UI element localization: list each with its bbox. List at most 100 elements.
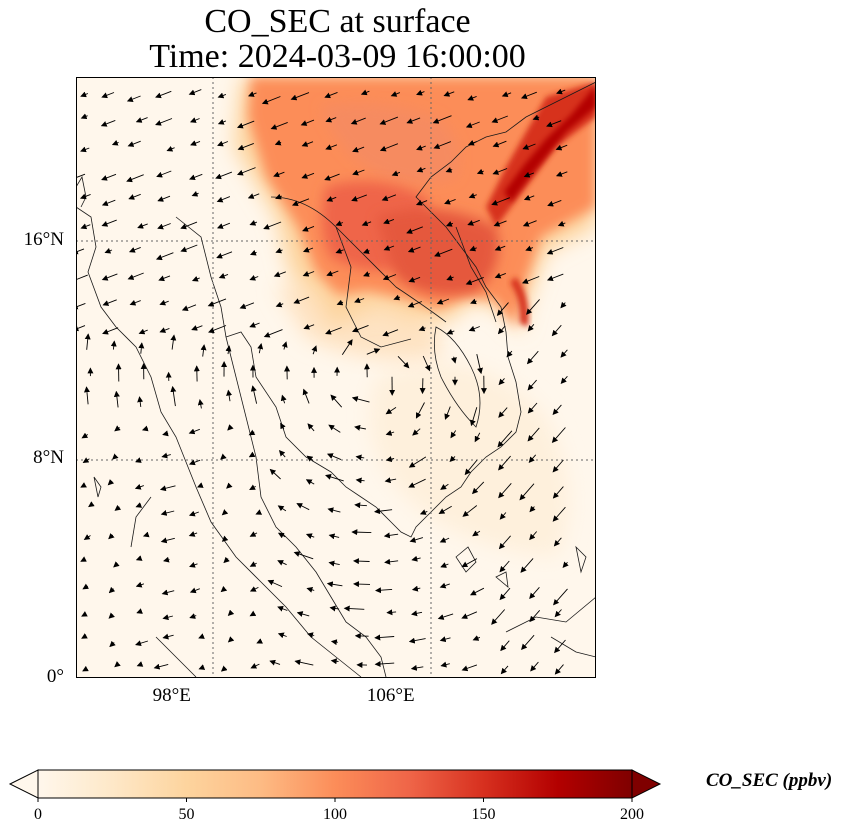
map-border bbox=[76, 77, 596, 678]
wind-arrow bbox=[467, 95, 477, 101]
wind-arrow bbox=[160, 537, 175, 544]
wind-arrow bbox=[101, 199, 116, 207]
wind-arrow bbox=[529, 531, 538, 541]
wind-arrow bbox=[351, 396, 370, 403]
colorbar-tick-label: 150 bbox=[471, 806, 496, 823]
wind-arrow bbox=[406, 226, 423, 234]
wind-arrow bbox=[415, 402, 425, 419]
wind-arrow bbox=[500, 665, 509, 675]
wind-arrow bbox=[197, 399, 204, 409]
wind-arrow bbox=[220, 665, 228, 672]
wind-arrow bbox=[280, 422, 286, 430]
wind-arrow bbox=[191, 275, 200, 282]
wind-arrow bbox=[520, 558, 534, 573]
wind-arrow bbox=[217, 140, 229, 147]
wind-arrow bbox=[324, 173, 340, 181]
wind-arrow bbox=[443, 90, 455, 97]
wind-arrow bbox=[281, 341, 288, 350]
wind-arrow bbox=[523, 171, 535, 178]
wind-arrow bbox=[248, 451, 256, 458]
wind-arrow bbox=[198, 664, 206, 670]
wind-arrow bbox=[247, 193, 260, 199]
wind-arrow bbox=[127, 272, 144, 280]
wind-arrow bbox=[444, 406, 451, 420]
wind-arrow bbox=[250, 385, 258, 404]
wind-arrow bbox=[462, 505, 478, 517]
wind-arrow bbox=[498, 378, 505, 386]
wind-arrow bbox=[354, 502, 367, 509]
wind-arrow bbox=[351, 529, 372, 536]
wind-arrow bbox=[408, 456, 427, 468]
wind-arrow bbox=[269, 659, 281, 666]
wind-arrow bbox=[408, 637, 426, 644]
wind-arrow bbox=[135, 502, 143, 508]
lat-label: 0° bbox=[46, 666, 64, 687]
wind-arrow bbox=[136, 661, 144, 667]
wind-arrow bbox=[352, 146, 365, 153]
wind-arrow bbox=[329, 605, 340, 612]
wind-arrow bbox=[296, 503, 310, 511]
wind-arrow bbox=[432, 115, 452, 124]
wind-arrow bbox=[227, 636, 235, 643]
wind-arrow bbox=[249, 531, 258, 537]
wind-arrow bbox=[307, 423, 315, 432]
wind-arrow bbox=[445, 167, 453, 173]
wind-arrow bbox=[521, 276, 540, 284]
wind-arrow bbox=[465, 121, 480, 128]
wind-arrow bbox=[101, 92, 115, 99]
wind-arrow bbox=[529, 610, 541, 623]
wind-arrow bbox=[170, 334, 177, 350]
wind-arrow bbox=[114, 425, 121, 432]
wind-arrow bbox=[220, 453, 227, 460]
wind-arrow bbox=[469, 245, 477, 252]
wind-arrow bbox=[386, 609, 397, 616]
figure-title: CO_SEC at surface bbox=[204, 3, 471, 40]
wind-arrow bbox=[101, 219, 117, 227]
wind-arrow bbox=[411, 555, 421, 562]
wind-arrow bbox=[444, 198, 456, 205]
wind-arrow bbox=[408, 478, 426, 488]
wind-arrow bbox=[135, 555, 143, 561]
wind-arrow bbox=[520, 91, 537, 99]
wind-arrow bbox=[296, 611, 310, 617]
wind-arrow bbox=[526, 350, 539, 365]
wind-arrow bbox=[472, 481, 485, 495]
wind-arrow bbox=[236, 167, 256, 176]
wind-arrow bbox=[216, 222, 231, 229]
wind-arrow bbox=[162, 430, 169, 437]
wind-arrow bbox=[521, 634, 535, 651]
wind-arrow bbox=[498, 483, 512, 499]
colorbar-tick-label: 0 bbox=[34, 806, 42, 823]
wind-arrow bbox=[293, 296, 310, 304]
wind-arrow bbox=[275, 301, 284, 308]
wind-arrow bbox=[134, 483, 144, 490]
wind-arrow bbox=[137, 223, 148, 229]
wind-arrow bbox=[239, 302, 255, 309]
colorbar-tick-label: 100 bbox=[323, 806, 347, 823]
wind-arrow bbox=[226, 482, 233, 489]
wind-arrow bbox=[492, 168, 508, 175]
wind-arrow bbox=[547, 199, 562, 207]
wind-arrow bbox=[159, 327, 170, 333]
wind-arrow bbox=[107, 479, 115, 486]
wind-arrow bbox=[379, 143, 399, 152]
wind-arrow bbox=[438, 505, 452, 515]
colorbar-svg bbox=[8, 769, 662, 802]
wind-arrow bbox=[412, 428, 421, 436]
wind-arrow bbox=[325, 327, 342, 335]
wind-arrow bbox=[519, 483, 535, 501]
wind-arrow bbox=[307, 632, 315, 639]
wind-arrow bbox=[532, 114, 540, 121]
wind-arrow bbox=[291, 198, 310, 207]
wind-arrow bbox=[556, 88, 566, 95]
wind-arrow bbox=[237, 142, 254, 151]
wind-arrow bbox=[546, 120, 562, 128]
wind-arrow bbox=[411, 585, 421, 592]
wind-arrow bbox=[108, 612, 115, 619]
wind-arrow bbox=[472, 635, 481, 641]
colorbar-tick-label: 200 bbox=[620, 806, 644, 823]
wind-arrow bbox=[354, 297, 365, 304]
wind-arrow bbox=[500, 640, 510, 652]
wind-arrow bbox=[325, 474, 344, 482]
wind-arrow bbox=[551, 324, 562, 337]
